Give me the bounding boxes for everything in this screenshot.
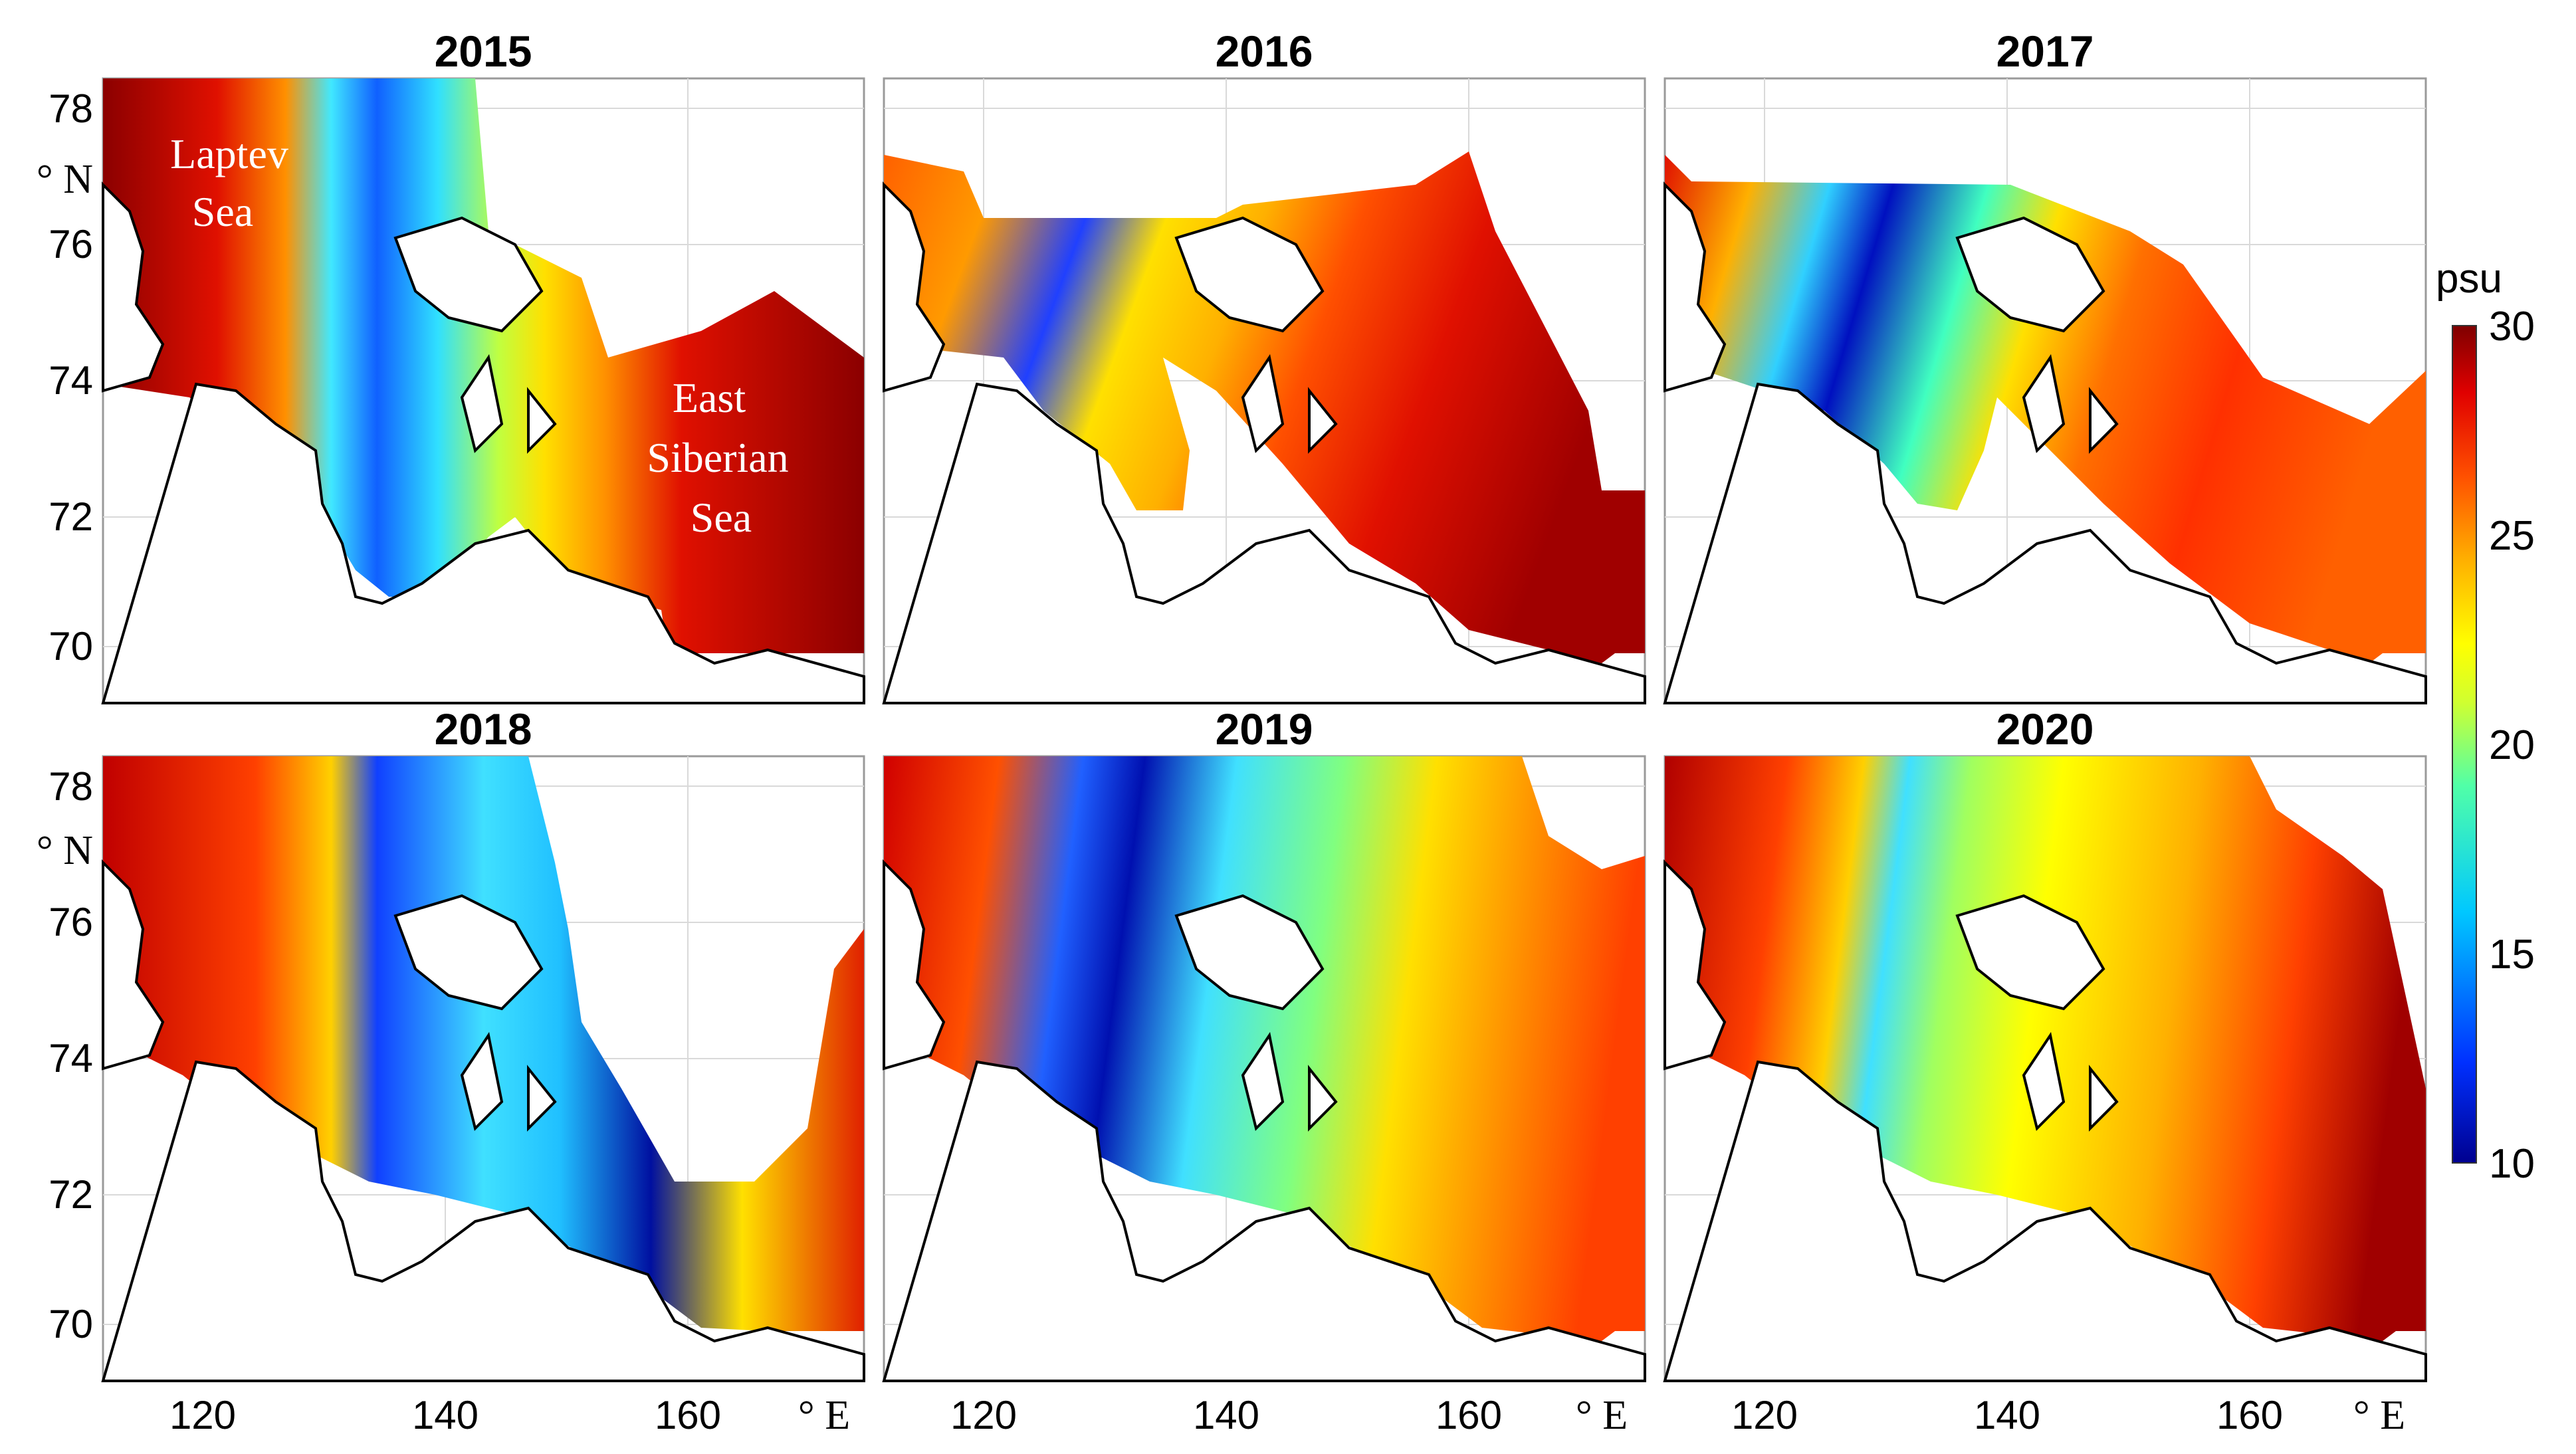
colorbar-tick-25: 25: [2489, 513, 2535, 559]
lon-axis-panel-2020: 120 140 160 ° E: [1731, 1393, 2405, 1438]
panel-title: 2020: [1996, 704, 2094, 754]
panel-2018: 2018: [101, 704, 865, 1382]
coastline: [882, 181, 1646, 704]
panel-2015: 2015 Laptev Sea East Siberian Sea: [101, 27, 865, 704]
region-label-siberian: Siberian: [647, 434, 788, 481]
lat-unit: ° N: [37, 828, 93, 873]
colorbar-unit: psu: [2436, 256, 2502, 302]
lon-unit: ° E: [2353, 1393, 2405, 1438]
lat-unit: ° N: [37, 157, 93, 202]
islands: [1955, 894, 2119, 1132]
islands: [393, 216, 557, 454]
lon-tick-160: 160: [1436, 1393, 1502, 1437]
lat-tick-72: 72: [49, 1172, 93, 1217]
lon-tick-120: 120: [950, 1393, 1017, 1437]
panel-2019: 2019: [882, 704, 1646, 1382]
coastline: [1663, 859, 2427, 1382]
region-label-east: East: [673, 374, 746, 421]
lat-tick-76: 76: [49, 222, 93, 266]
colorbar: psu 30 25 20 15 10: [2436, 256, 2535, 1187]
lon-tick-140: 140: [1974, 1393, 2040, 1437]
colorbar-tick-10: 10: [2489, 1141, 2535, 1187]
lat-tick-78: 78: [49, 764, 93, 809]
panel-title: 2019: [1216, 704, 1313, 754]
coastline: [882, 859, 1646, 1382]
lat-tick-70: 70: [49, 624, 93, 669]
lon-axis-panel-2018: 120 140 160 ° E: [169, 1393, 850, 1438]
islands: [1174, 216, 1338, 454]
lon-tick-120: 120: [169, 1393, 236, 1437]
lon-tick-120: 120: [1731, 1393, 1798, 1437]
panel-2020: 2020: [1663, 704, 2427, 1382]
lat-axis-top: 78 ° N 76 74 72 70: [37, 86, 93, 669]
panel-title: 2015: [435, 27, 532, 76]
lat-axis-bottom: 78 ° N 76 74 72 70: [37, 764, 93, 1346]
lon-unit: ° E: [1576, 1393, 1628, 1438]
lon-tick-160: 160: [2216, 1393, 2283, 1437]
lon-tick-140: 140: [412, 1393, 479, 1437]
lon-axis-panel-2019: 120 140 160 ° E: [950, 1393, 1628, 1438]
lon-tick-160: 160: [655, 1393, 721, 1437]
islands: [393, 894, 557, 1132]
colorbar-tick-30: 30: [2489, 304, 2535, 350]
panel-2017: 2017: [1663, 27, 2427, 704]
coastline: [1663, 181, 2427, 704]
region-label-laptev: Laptev: [170, 130, 288, 177]
colorbar-tick-15: 15: [2489, 932, 2535, 978]
lat-tick-78: 78: [49, 86, 93, 131]
lat-tick-72: 72: [49, 494, 93, 539]
islands: [1174, 894, 1338, 1132]
lat-tick-76: 76: [49, 900, 93, 944]
panel-2016: 2016: [882, 27, 1646, 704]
coastline: [101, 181, 865, 704]
panel-title: 2017: [1996, 27, 2094, 76]
lat-tick-70: 70: [49, 1302, 93, 1346]
panel-title: 2018: [435, 704, 532, 754]
lon-tick-140: 140: [1193, 1393, 1259, 1437]
lon-unit: ° E: [798, 1393, 850, 1438]
islands: [1955, 216, 2119, 454]
colorbar-gradient: [2452, 325, 2477, 1164]
lat-tick-74: 74: [49, 358, 93, 403]
lat-tick-74: 74: [49, 1036, 93, 1081]
panel-title: 2016: [1216, 27, 1313, 76]
region-label-east-siberian-sea: Sea: [691, 494, 752, 541]
colorbar-tick-20: 20: [2489, 722, 2535, 768]
region-label-laptev-sea: Sea: [192, 188, 253, 235]
coastline: [101, 859, 865, 1382]
